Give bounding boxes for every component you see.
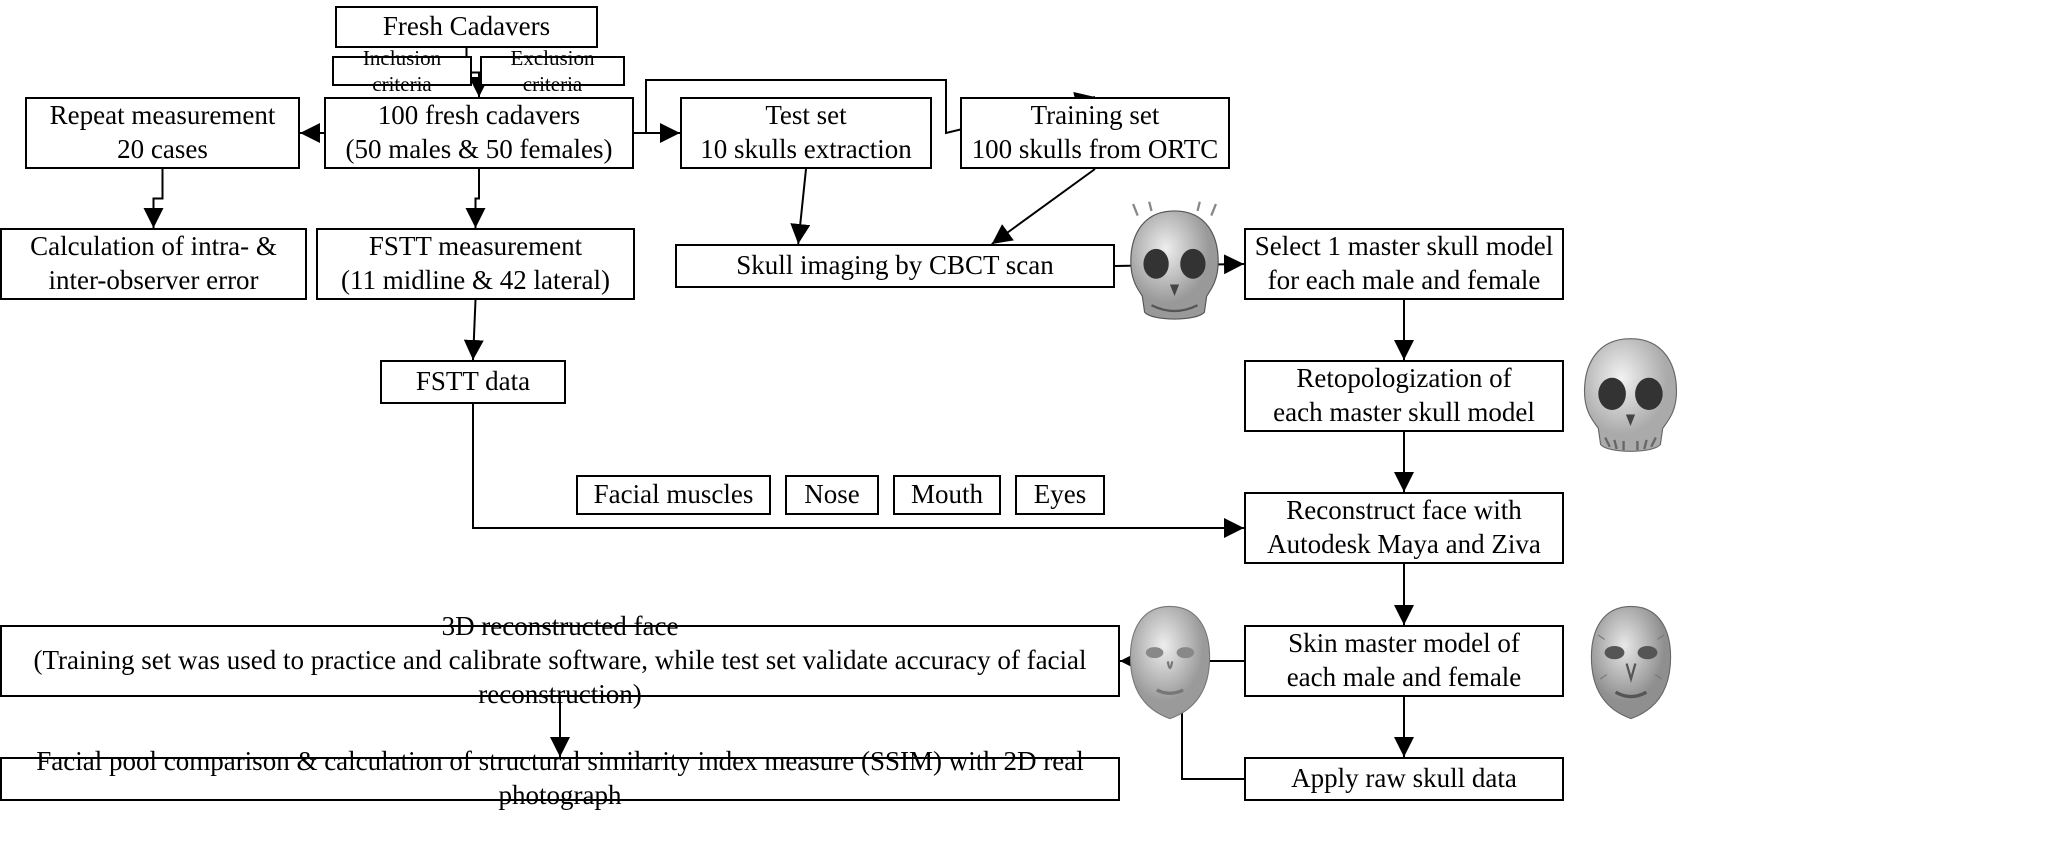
node-fstt_data: FSTT data bbox=[380, 360, 566, 404]
node-test_set: Test set10 skulls extraction bbox=[680, 97, 932, 169]
node-repeat_meas: Repeat measurement20 cases bbox=[25, 97, 300, 169]
node-facial_muscles: Facial muscles bbox=[576, 475, 771, 515]
node-mouth: Mouth bbox=[893, 475, 1001, 515]
edge-fstt_meas-to-fstt_data bbox=[473, 300, 476, 360]
node-recon_3d: 3D reconstructed face(Training set was u… bbox=[0, 625, 1120, 697]
node-training_set: Training set100 skulls from ORTC bbox=[960, 97, 1230, 169]
node-apply_raw: Apply raw skull data bbox=[1244, 757, 1564, 801]
node-fresh_cadavers: Fresh Cadavers bbox=[335, 6, 598, 48]
node-exclusion: Exclusion criteria bbox=[480, 56, 625, 86]
face-mask-icon bbox=[1115, 600, 1225, 725]
node-inclusion: Inclusion criteria bbox=[332, 56, 472, 86]
node-facial_pool: Facial pool comparison & calculation of … bbox=[0, 757, 1120, 801]
edge-training_set-to-skull_imaging bbox=[992, 169, 1095, 244]
node-select_master: Select 1 master skull modelfor each male… bbox=[1244, 228, 1564, 300]
edge-repeat_meas-to-calc_error bbox=[154, 169, 163, 228]
skull-clean-icon bbox=[1573, 330, 1688, 460]
node-skull_imaging: Skull imaging by CBCT scan bbox=[675, 244, 1115, 288]
node-reconstruct_face: Reconstruct face withAutodesk Maya and Z… bbox=[1244, 492, 1564, 564]
node-nose: Nose bbox=[785, 475, 879, 515]
node-retopo: Retopologization ofeach master skull mod… bbox=[1244, 360, 1564, 432]
edge-hundred_cadavers-to-fstt_meas bbox=[476, 169, 480, 228]
node-eyes: Eyes bbox=[1015, 475, 1105, 515]
edge-test_set-to-skull_imaging bbox=[798, 169, 806, 244]
skull-3d-icon bbox=[1117, 200, 1232, 330]
node-hundred_cadavers: 100 fresh cadavers(50 males & 50 females… bbox=[324, 97, 634, 169]
node-calc_error: Calculation of intra- &inter-observer er… bbox=[0, 228, 307, 300]
node-fstt_meas: FSTT measurement(11 midline & 42 lateral… bbox=[316, 228, 635, 300]
node-skin_master: Skin master model ofeach male and female bbox=[1244, 625, 1564, 697]
face-rough-icon bbox=[1576, 600, 1686, 725]
